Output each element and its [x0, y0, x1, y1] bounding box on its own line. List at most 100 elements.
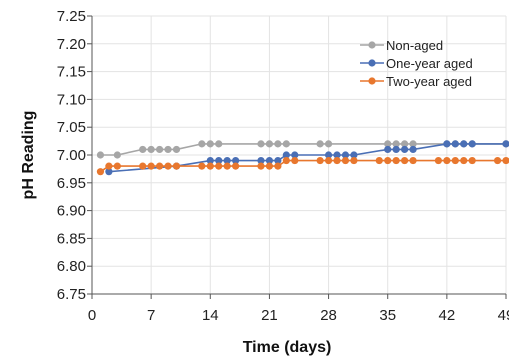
- x-axis-title: Time (days): [243, 339, 332, 356]
- legend-label: Non-aged: [386, 38, 443, 53]
- x-tick-label: 0: [88, 307, 96, 324]
- data-point: [139, 145, 147, 154]
- x-tick-label: 42: [439, 307, 456, 324]
- series-one-year-aged: [105, 140, 509, 176]
- legend-marker: [368, 77, 376, 85]
- y-tick-label: 7.00: [57, 147, 86, 164]
- data-point: [274, 156, 282, 165]
- data-point: [384, 140, 392, 148]
- data-point: [443, 140, 451, 148]
- legend-label: Two-year aged: [386, 74, 472, 89]
- data-point: [341, 151, 350, 159]
- data-point: [265, 140, 274, 148]
- data-point: [401, 140, 409, 148]
- data-point: [451, 140, 459, 148]
- data-point: [350, 151, 358, 159]
- data-point: [105, 162, 113, 170]
- data-point: [164, 145, 172, 154]
- data-point: [434, 156, 443, 165]
- y-tick-label: 6.80: [57, 258, 86, 275]
- x-tick-label: 35: [379, 307, 396, 324]
- data-point: [468, 156, 476, 165]
- data-point: [265, 162, 274, 170]
- data-point: [164, 162, 172, 170]
- data-point: [215, 140, 223, 148]
- data-point: [96, 168, 105, 176]
- data-point: [401, 145, 409, 154]
- data-point: [460, 156, 468, 165]
- data-point: [502, 156, 509, 165]
- data-point: [282, 151, 290, 159]
- axes: [87, 15, 507, 299]
- data-point: [257, 156, 265, 165]
- data-point: [316, 156, 324, 165]
- legend-marker: [368, 59, 376, 67]
- data-point: [409, 140, 417, 148]
- data-point: [147, 145, 155, 154]
- data-point: [468, 140, 476, 148]
- data-point: [257, 140, 265, 148]
- data-point: [113, 162, 121, 170]
- data-point: [274, 140, 282, 148]
- data-point: [502, 140, 509, 148]
- legend-item: Non-aged: [360, 38, 443, 53]
- data-point: [282, 156, 290, 165]
- data-point: [375, 156, 383, 165]
- data-point: [282, 140, 290, 148]
- data-point: [155, 145, 164, 154]
- data-point: [215, 162, 223, 170]
- data-point: [232, 156, 240, 165]
- data-point: [392, 156, 400, 165]
- series-layer: [96, 140, 509, 176]
- data-point: [392, 140, 400, 148]
- data-point: [206, 140, 214, 148]
- x-tick-label: 28: [320, 307, 337, 324]
- y-tick-label: 6.95: [57, 175, 86, 192]
- y-tick-label: 7.25: [57, 8, 86, 25]
- legend-marker: [368, 41, 376, 49]
- data-point: [324, 140, 333, 148]
- data-point: [409, 145, 417, 154]
- data-point: [333, 151, 341, 159]
- legend: Non-aged One-year aged Two-year aged: [360, 38, 473, 89]
- data-point: [409, 156, 417, 165]
- data-point: [96, 151, 105, 159]
- data-point: [172, 145, 181, 154]
- y-tick-labels: 6.75 6.80 6.85 6.90 6.95 7.00 7.05 7.10 7.15 7.20…: [57, 8, 86, 303]
- data-point: [401, 156, 409, 165]
- data-point: [206, 162, 214, 170]
- x-tick-labels: 0 7 14 21 28 35 42 49: [88, 307, 509, 324]
- data-point: [384, 156, 392, 165]
- y-tick-label: 6.85: [57, 230, 86, 247]
- legend-item: One-year aged: [360, 56, 473, 71]
- data-point: [274, 162, 282, 170]
- data-point: [139, 162, 147, 170]
- data-point: [172, 162, 181, 170]
- data-point: [384, 145, 392, 154]
- data-point: [198, 162, 206, 170]
- data-point: [257, 162, 265, 170]
- data-point: [350, 156, 358, 165]
- data-point: [105, 168, 113, 176]
- data-point: [324, 151, 333, 159]
- legend-item: Two-year aged: [360, 74, 472, 89]
- y-tick-label: 7.20: [57, 36, 86, 53]
- data-point: [493, 156, 502, 165]
- data-point: [155, 162, 164, 170]
- data-point: [265, 156, 274, 165]
- data-point: [324, 156, 333, 165]
- data-point: [460, 140, 468, 148]
- data-point: [206, 156, 214, 165]
- data-point: [113, 151, 121, 159]
- y-tick-label: 6.90: [57, 203, 86, 220]
- y-tick-label: 6.75: [57, 286, 86, 303]
- x-tick-label: 49: [498, 307, 509, 324]
- x-tick-label: 14: [202, 307, 219, 324]
- data-point: [291, 151, 299, 159]
- data-point: [341, 156, 350, 165]
- series-two-year-aged: [96, 156, 509, 176]
- x-tick-label: 21: [261, 307, 278, 324]
- data-point: [215, 156, 223, 165]
- legend-label: One-year aged: [386, 56, 473, 71]
